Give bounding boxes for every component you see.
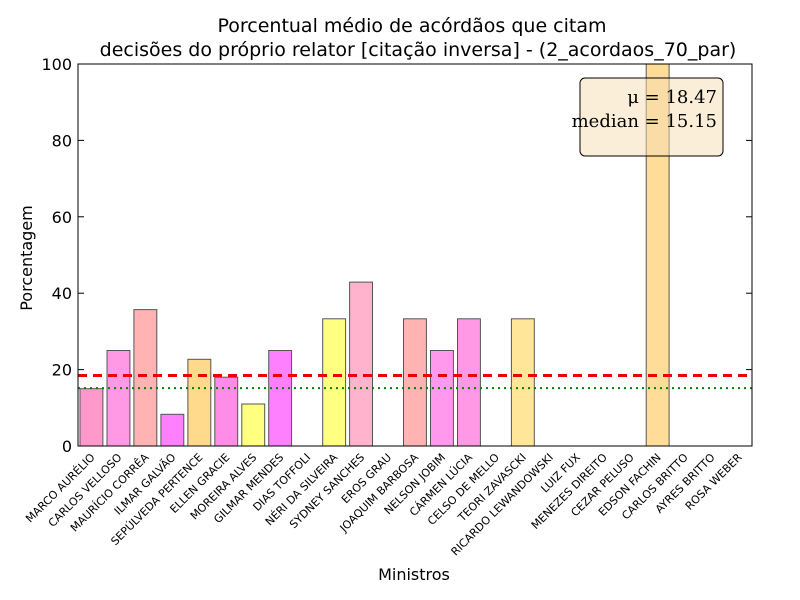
bar-sepulveda-pertence <box>188 359 211 446</box>
y-tick-label-40: 40 <box>52 284 72 303</box>
y-tick-label-100: 100 <box>41 55 72 74</box>
median-label: median = 15.15 <box>572 111 717 132</box>
bar-mauricio-correa <box>134 310 157 446</box>
bar-neri-da-silveira <box>323 319 346 446</box>
y-axis-label: Porcentagem <box>17 205 36 311</box>
stats-box: μ = 18.47 median = 15.15 <box>572 78 723 156</box>
y-tick-label-80: 80 <box>52 131 72 150</box>
bar-carlos-velloso <box>107 351 130 447</box>
chart-title-line2: decisões do próprio relator [citação inv… <box>100 39 737 61</box>
bar-marco-aurelio <box>80 389 103 446</box>
y-tick-label-20: 20 <box>52 361 72 380</box>
y-tick-label-60: 60 <box>52 208 72 227</box>
chart-title-line1: Porcentual médio de acórdãos que citam <box>217 15 606 37</box>
mean-label: μ = 18.47 <box>627 87 717 108</box>
bar-teori-zavascki <box>511 319 534 446</box>
x-axis-label: Ministros <box>378 565 450 584</box>
bar-ilmar-galvao <box>161 414 184 446</box>
bar-carmen-lucia <box>458 319 481 446</box>
bar-moreira-alves <box>242 404 265 446</box>
y-tick-label-0: 0 <box>62 437 72 456</box>
bar-joaquim-barbosa <box>404 319 427 446</box>
bar-gilmar-mendes <box>269 351 292 447</box>
bar-sydney-sanches <box>350 282 373 446</box>
bar-nelson-jobim <box>431 351 454 447</box>
